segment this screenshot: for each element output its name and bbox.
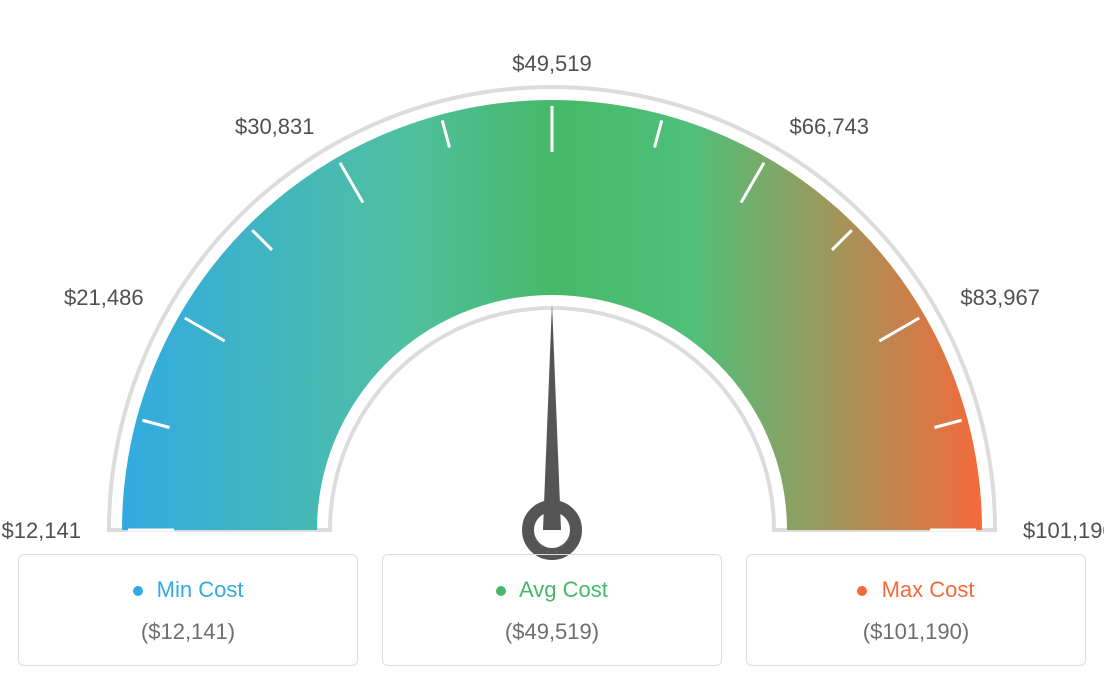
gauge-tick-label: $49,519 — [512, 51, 592, 77]
legend-card-max: Max Cost ($101,190) — [746, 554, 1086, 666]
legend-card-avg: Avg Cost ($49,519) — [382, 554, 722, 666]
gauge-tick-label: $101,190 — [1023, 518, 1104, 544]
legend-title-text: Min Cost — [157, 577, 244, 602]
gauge-tick-label: $30,831 — [235, 114, 315, 140]
legend-title-text: Avg Cost — [519, 577, 608, 602]
gauge-svg — [72, 40, 1032, 560]
legend-title-max: Max Cost — [757, 577, 1075, 603]
gauge-tick-label: $66,743 — [790, 114, 870, 140]
legend-value-max: ($101,190) — [757, 619, 1075, 645]
legend-title-avg: Avg Cost — [393, 577, 711, 603]
gauge-chart: $12,141 $21,486 $30,831 $49,519 $66,743 $83,9… — [0, 0, 1104, 560]
legend-card-min: Min Cost ($12,141) — [18, 554, 358, 666]
dot-icon — [857, 586, 867, 596]
gauge-tick-label: $21,486 — [64, 285, 144, 311]
dot-icon — [133, 586, 143, 596]
dot-icon — [496, 586, 506, 596]
legend-value-avg: ($49,519) — [393, 619, 711, 645]
legend-title-min: Min Cost — [29, 577, 347, 603]
legend-row: Min Cost ($12,141) Avg Cost ($49,519) Ma… — [18, 554, 1086, 666]
gauge-tick-label: $12,141 — [1, 518, 81, 544]
legend-title-text: Max Cost — [882, 577, 975, 602]
gauge-tick-label: $83,967 — [960, 285, 1040, 311]
legend-value-min: ($12,141) — [29, 619, 347, 645]
